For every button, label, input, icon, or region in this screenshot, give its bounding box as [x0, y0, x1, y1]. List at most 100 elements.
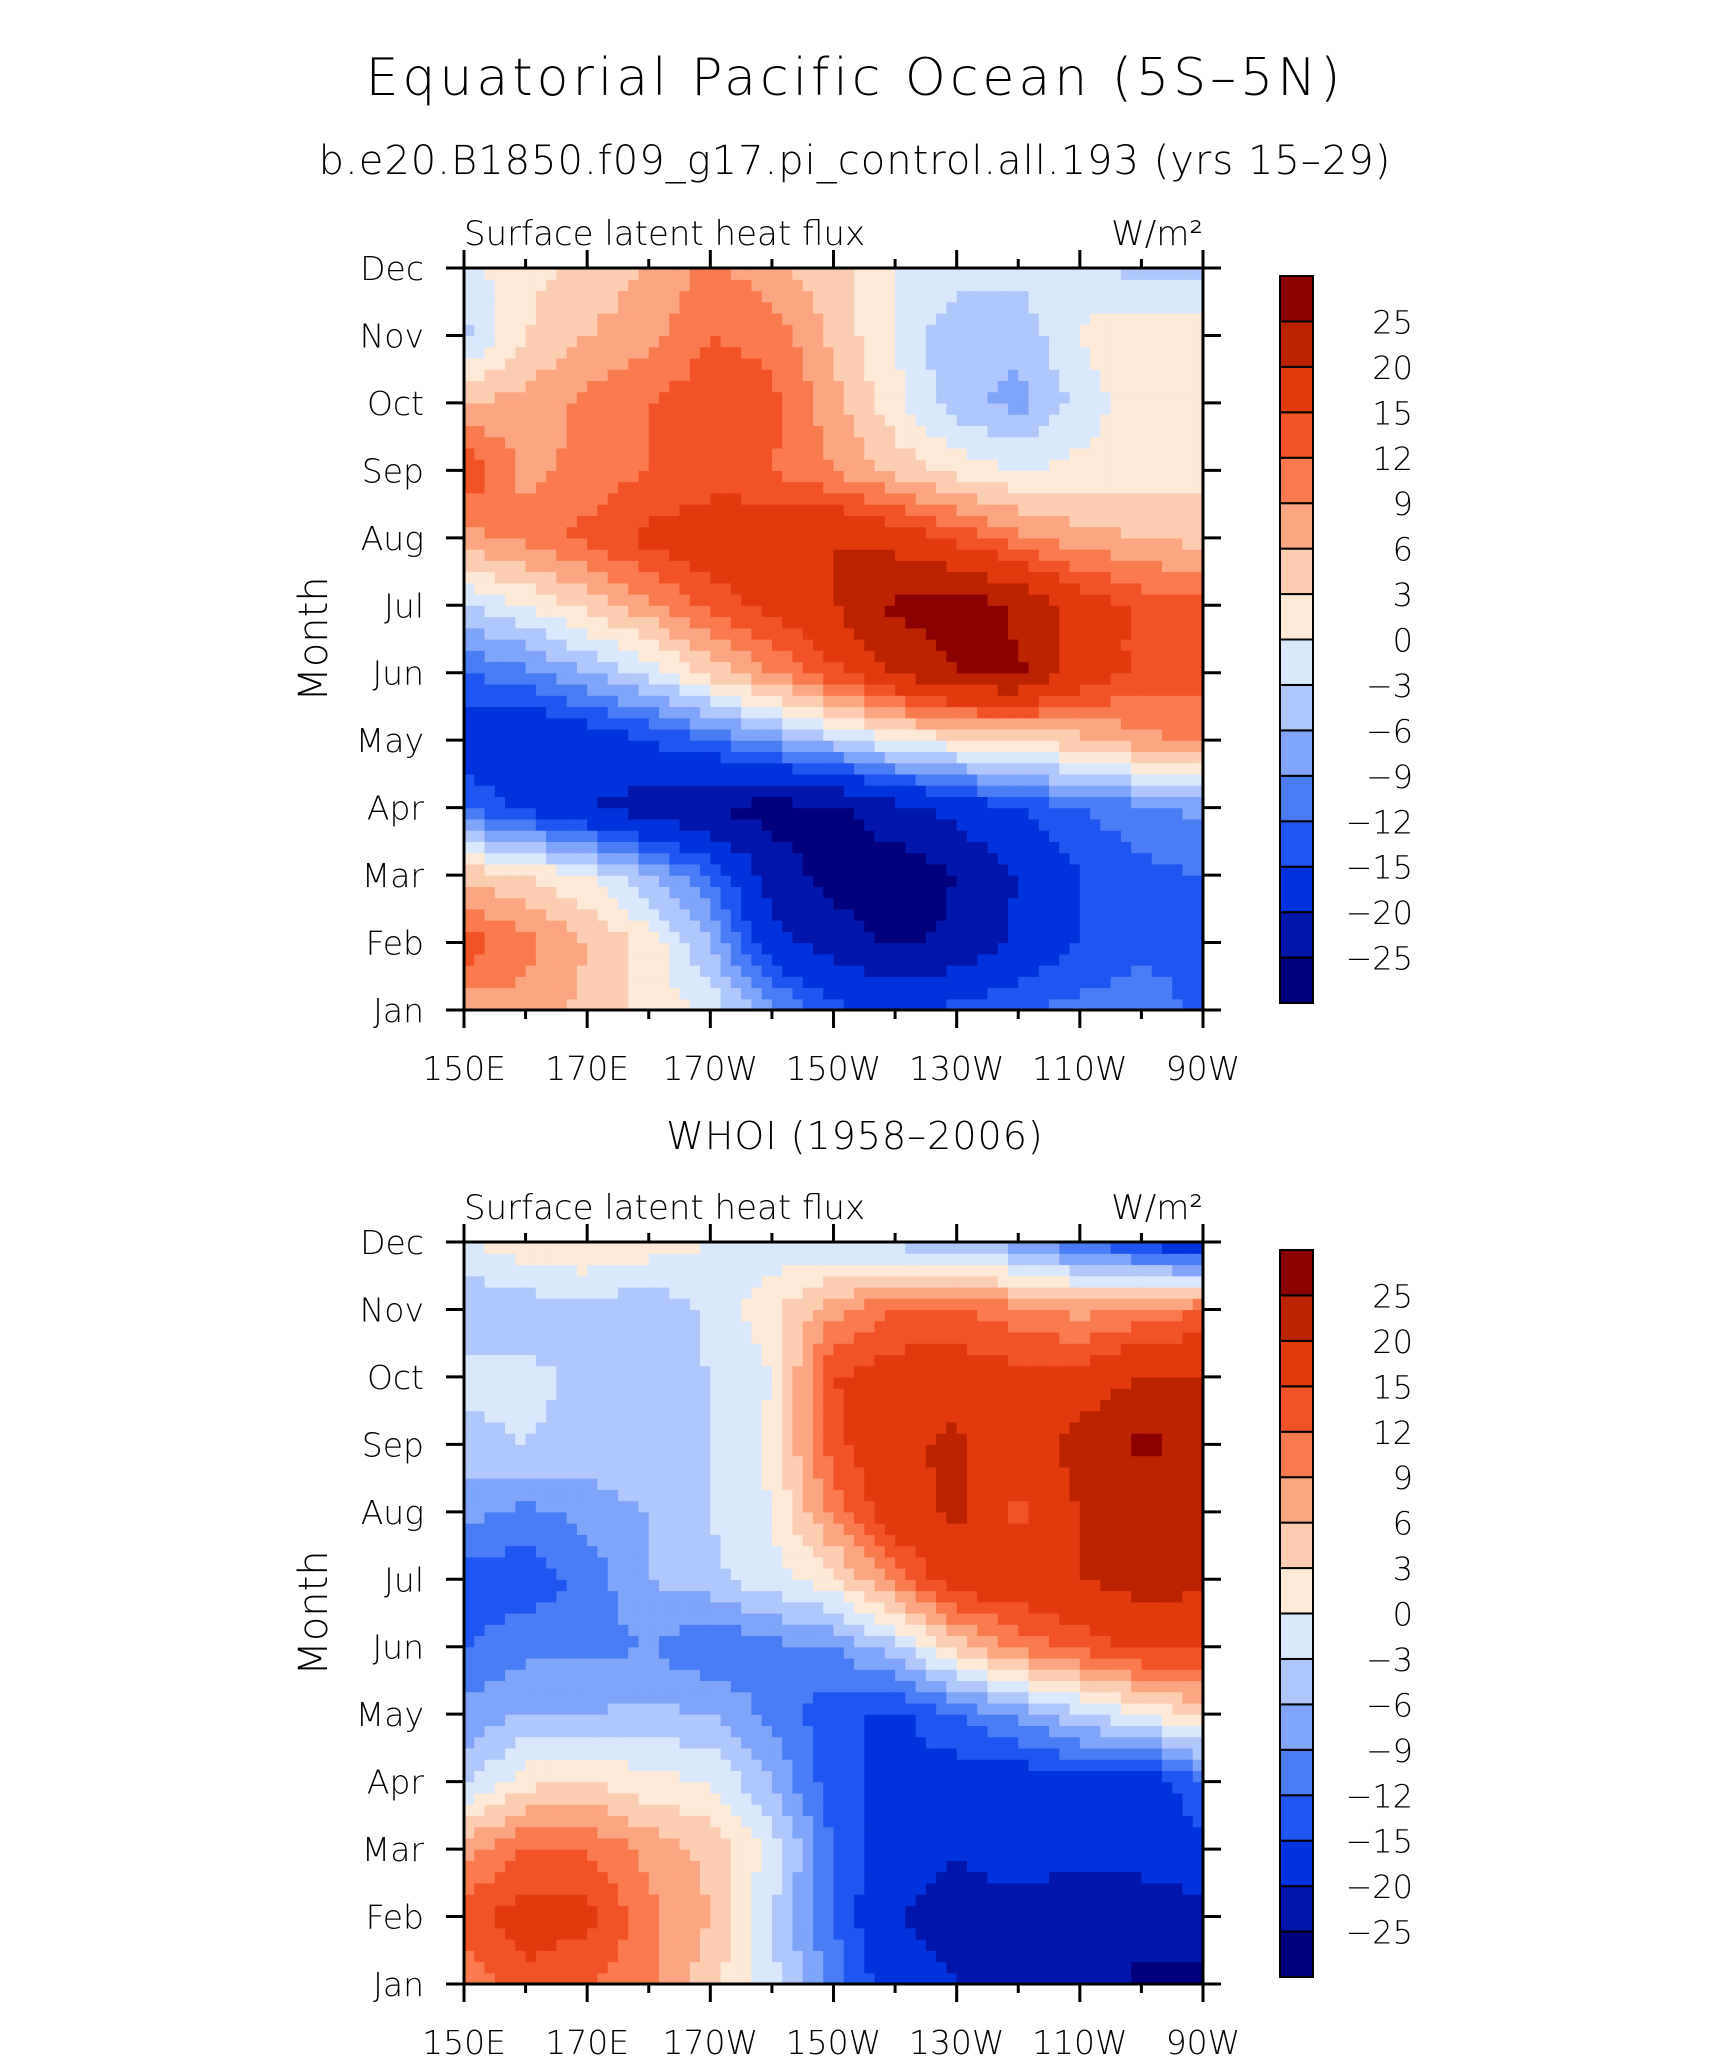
heatmap-cell — [936, 683, 947, 696]
heatmap-cell — [556, 931, 568, 944]
heatmap-cell — [1192, 639, 1203, 651]
heatmap-cell — [1059, 290, 1071, 303]
heatmap-cell — [823, 369, 835, 382]
heatmap-cell — [515, 335, 527, 348]
heatmap-cell — [987, 942, 999, 955]
heatmap-cell — [1182, 312, 1194, 325]
heatmap-cell — [874, 357, 886, 370]
heatmap-cell — [525, 605, 537, 618]
heatmap-cell — [669, 762, 681, 775]
heatmap-cell — [617, 706, 629, 719]
heatmap-cell — [741, 751, 752, 764]
heatmap-cell — [730, 290, 742, 303]
heatmap-cell — [1038, 717, 1050, 730]
heatmap-cell — [505, 875, 516, 887]
heatmap-cell — [1069, 492, 1081, 505]
heatmap-cell — [484, 965, 496, 977]
heatmap-cell — [638, 953, 650, 966]
heatmap-cell — [1182, 301, 1194, 314]
heatmap-cell — [792, 706, 804, 719]
heatmap-cell — [802, 976, 814, 989]
heatmap-cell — [874, 481, 886, 494]
heatmap-cell — [1172, 796, 1184, 809]
heatmap-cell — [566, 717, 578, 730]
heatmap-cell — [1100, 852, 1112, 865]
heatmap-cell — [1161, 447, 1173, 460]
heatmap-cell — [1028, 863, 1040, 876]
heatmap-cell — [505, 459, 516, 471]
heatmap-cell — [1151, 335, 1163, 348]
heatmap-cell — [1028, 594, 1040, 606]
heatmap-cell — [628, 852, 640, 865]
heatmap-cell — [587, 369, 599, 382]
heatmap-cell — [1151, 369, 1163, 382]
heatmap-cell — [730, 976, 742, 989]
heatmap-cell — [1182, 481, 1194, 494]
heatmap-cell — [1131, 920, 1143, 932]
heatmap-cell — [515, 414, 527, 426]
heatmap-cell — [987, 605, 999, 618]
heatmap-cell — [669, 1950, 681, 1963]
heatmap-cell — [741, 627, 752, 640]
heatmap-cell — [648, 942, 660, 955]
heatmap-cell — [884, 571, 896, 584]
heatmap-cell — [1038, 515, 1050, 528]
heatmap-cell — [1161, 717, 1173, 730]
heatmap-cell — [1018, 728, 1030, 741]
heatmap-cell — [1079, 470, 1091, 483]
heatmap-cell — [1049, 818, 1060, 831]
heatmap-cell — [720, 683, 732, 696]
heatmap-cell — [1028, 504, 1040, 516]
heatmap-cell — [1141, 459, 1153, 471]
heatmap-cell — [874, 807, 886, 820]
colorbar-label: −9 — [1366, 758, 1413, 796]
heatmap-cell — [936, 594, 947, 606]
heatmap-cell — [1100, 807, 1112, 820]
heatmap-cell — [505, 504, 516, 516]
heatmap-cell — [720, 796, 732, 809]
heatmap-cell — [689, 897, 701, 910]
heatmap-cell — [874, 830, 886, 842]
heatmap-cell — [494, 998, 506, 1010]
heatmap-cell — [1141, 818, 1153, 831]
heatmap-cell — [956, 875, 968, 887]
heatmap-cell — [1110, 672, 1122, 685]
heatmap-cell — [515, 1961, 527, 1974]
heatmap-cell — [1049, 324, 1060, 337]
heatmap-cell — [751, 605, 763, 618]
heatmap-cell — [987, 369, 999, 382]
heatmap-cell — [966, 818, 978, 831]
heatmap-cell — [782, 998, 794, 1010]
heatmap-cell — [936, 425, 947, 438]
heatmap-cell — [515, 346, 527, 359]
heatmap-cell — [587, 908, 599, 921]
heatmap-cell — [977, 627, 989, 640]
heatmap-cell — [956, 481, 968, 494]
heatmap-cell — [710, 953, 722, 966]
heatmap-cell — [987, 830, 999, 842]
heatmap-cell — [1172, 290, 1184, 303]
heatmap-cell — [494, 312, 506, 325]
heatmap-cell — [895, 807, 906, 820]
heatmap-cell — [515, 560, 527, 573]
heatmap-cell — [535, 526, 547, 539]
heatmap-cell — [587, 481, 599, 494]
heatmap-cell — [587, 470, 599, 483]
heatmap-cell — [515, 1972, 527, 1984]
heatmap-cell — [546, 695, 557, 708]
y-axis-label: Month — [291, 576, 337, 701]
heatmap-cell — [1018, 301, 1030, 314]
heatmap-cell — [587, 1950, 599, 1963]
heatmap-cell — [1028, 481, 1040, 494]
heatmap-cell — [987, 470, 999, 483]
heatmap-cell — [956, 425, 968, 438]
heatmap-cell — [1007, 312, 1019, 325]
heatmap-cell — [525, 661, 537, 674]
heatmap-cell — [525, 459, 537, 471]
heatmap-cell — [1151, 504, 1163, 516]
heatmap-cell — [802, 515, 814, 528]
heatmap-cell — [730, 852, 742, 865]
heatmap-cell — [1049, 863, 1060, 876]
heatmap-cell — [700, 526, 711, 539]
heatmap-cell — [628, 886, 640, 899]
